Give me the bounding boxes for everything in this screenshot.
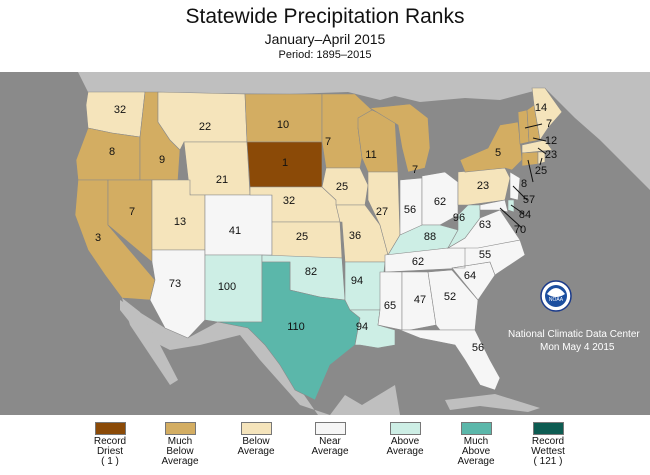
legend-label-much-above: Much Above Average: [457, 436, 495, 467]
rank-label-AL: 47: [414, 294, 426, 306]
rank-label-AR: 94: [351, 275, 363, 287]
leader-lines: [499, 123, 547, 229]
state-TX: [217, 261, 361, 401]
rank-label-WI: 11: [365, 149, 376, 161]
rank-label-MO: 36: [349, 230, 361, 242]
rank-label-MA: 23: [545, 149, 557, 161]
rank-label-NC: 55: [479, 249, 491, 261]
canada-land: [0, 72, 650, 190]
noaa-logo: NOAA: [540, 280, 572, 312]
precipitation-map: 32 8 3 9 7 22 21 13 73 41 100 10 1 32 25…: [0, 72, 650, 415]
rank-label-NV: 7: [129, 206, 135, 218]
legend-swatch-below: [240, 422, 272, 435]
state-IL: [367, 171, 401, 256]
rank-label-CA: 3: [95, 232, 101, 244]
rank-label-ID: 9: [159, 154, 165, 166]
rank-label-WY: 21: [216, 174, 228, 186]
state-AL: [401, 271, 437, 331]
rank-label-NY: 5: [495, 147, 501, 159]
rank-label-CT: 8: [521, 178, 527, 190]
rank-label-MT: 22: [199, 121, 211, 133]
map-subtitle: January–April 2015: [264, 31, 386, 47]
rank-label-NM: 100: [218, 281, 236, 293]
legend-swatch-much-below: [164, 422, 196, 435]
rank-label-KY: 88: [424, 231, 436, 243]
legend-item-above: Above Average: [360, 418, 450, 457]
rank-label-MS: 65: [384, 300, 396, 312]
rank-label-WV: 96: [453, 212, 465, 224]
rank-label-DE: 84: [519, 209, 531, 221]
cuba-land: [445, 394, 540, 412]
legend-swatch-above: [389, 422, 421, 435]
noaa-logo-text: NOAA: [549, 297, 564, 303]
legend-item-record-wettest: Record Wettest ( 121 ): [503, 418, 593, 467]
rank-label-OR: 8: [109, 146, 115, 158]
rank-label-AZ: 73: [169, 278, 181, 290]
rank-label-TN: 62: [412, 256, 424, 268]
rank-label-SD: 1: [282, 157, 288, 169]
legend-item-much-below: Much Below Average: [135, 418, 225, 467]
legend: Record Driest ( 1 ) Much Below Average B…: [0, 418, 650, 475]
rank-label-LA: 94: [356, 321, 368, 333]
legend-label-much-below: Much Below Average: [161, 436, 199, 467]
rank-label-FL: 56: [472, 342, 484, 354]
rank-label-GA: 52: [444, 291, 456, 303]
rank-label-VA: 63: [479, 219, 491, 231]
rank-label-MD: 70: [514, 224, 526, 236]
noaa-logo-bird: [547, 288, 565, 297]
rank-label-CO: 41: [229, 225, 241, 237]
legend-label-record-driest: Record Driest ( 1 ): [93, 436, 127, 467]
state-FL: [399, 329, 501, 391]
rank-label-OK: 82: [305, 266, 317, 278]
legend-swatch-record-driest: [94, 422, 126, 435]
legend-label-above: Above Average: [386, 436, 424, 457]
legend-swatch-near: [314, 422, 346, 435]
rank-labels: 32 8 3 9 7 22 21 13 73 41 100 10 1 32 25…: [95, 102, 557, 354]
rank-label-VT: 7: [546, 118, 552, 130]
rank-label-IN: 56: [404, 204, 416, 216]
state-NJ: [509, 171, 521, 201]
state-WY: [183, 141, 251, 196]
legend-swatch-much-above: [460, 422, 492, 435]
mexico-land: [120, 300, 400, 415]
legend-item-record-driest: Record Driest ( 1 ): [65, 418, 155, 467]
rank-label-MN: 7: [325, 136, 331, 148]
rank-label-NE: 32: [283, 195, 295, 207]
state-CT: [521, 151, 539, 167]
rank-label-MI: 7: [412, 164, 418, 176]
rank-label-ME: 14: [535, 102, 547, 114]
rank-label-ND: 10: [277, 119, 289, 131]
rank-label-SC: 64: [464, 270, 476, 282]
state-NC: [451, 239, 526, 276]
state-MS: [377, 271, 403, 331]
rank-label-TX: 110: [287, 321, 305, 333]
title-block: Statewide Precipitation Ranks January–Ap…: [0, 4, 650, 63]
legend-item-near: Near Average: [285, 418, 375, 457]
rank-label-IL: 27: [376, 206, 388, 218]
map-title: Statewide Precipitation Ranks: [185, 5, 465, 28]
baja-land: [122, 298, 178, 385]
ncdc-name: National Climatic Data Center: [508, 329, 640, 340]
map-period: Period: 1895–2015: [278, 49, 372, 61]
rank-label-RI: 25: [535, 165, 547, 177]
rank-label-NH: 12: [545, 135, 557, 147]
rank-label-WA: 32: [114, 104, 126, 116]
rank-label-PA: 23: [477, 180, 489, 192]
rank-label-NJ: 57: [523, 194, 535, 206]
state-MI: [369, 103, 431, 173]
legend-label-below: Below Average: [237, 436, 275, 457]
rank-label-KS: 25: [296, 231, 308, 243]
legend-label-near: Near Average: [311, 436, 349, 457]
rank-label-UT: 13: [174, 216, 186, 228]
legend-item-below: Below Average: [211, 418, 301, 457]
state-MA: [521, 139, 553, 154]
legend-item-much-above: Much Above Average: [431, 418, 521, 467]
rank-label-OH: 62: [434, 196, 446, 208]
rank-label-IA: 25: [336, 181, 348, 193]
ncdc-date: Mon May 4 2015: [540, 342, 615, 353]
state-DE: [507, 199, 515, 213]
legend-swatch-record-wettest: [532, 422, 564, 435]
legend-label-record-wettest: Record Wettest ( 121 ): [531, 436, 565, 467]
